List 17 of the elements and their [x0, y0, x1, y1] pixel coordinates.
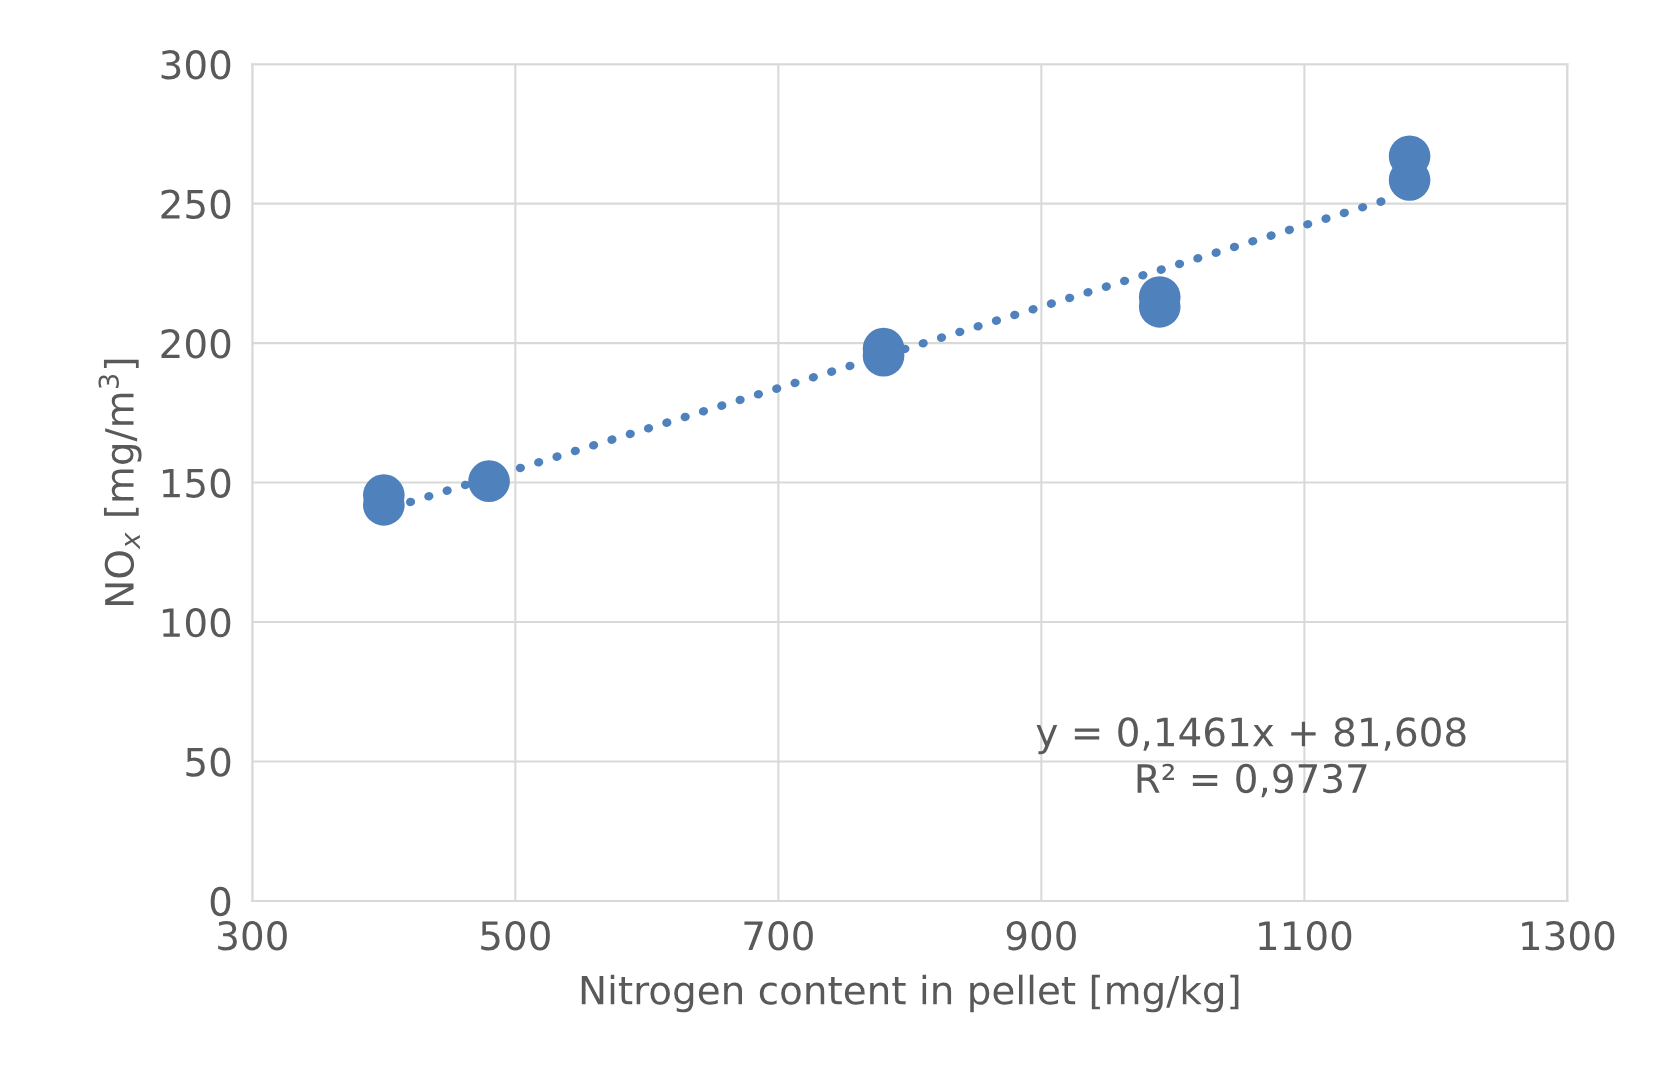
annotation: y = 0,1461x + 81,608 R² = 0,9737 — [1036, 717, 1466, 798]
y-tick-label: 150 — [162, 468, 231, 498]
y-tick-label: 50 — [186, 747, 231, 777]
x-tick-label: 1100 — [1259, 921, 1352, 951]
point — [468, 460, 510, 503]
y-tick-label: 200 — [161, 329, 231, 359]
x-tick-label: 700 — [744, 921, 813, 951]
y-tick-label: 100 — [162, 607, 231, 638]
x-tick-label: 500 — [481, 921, 550, 951]
x-tick-label: 1300 — [1522, 921, 1615, 951]
x-tick-label: 900 — [1006, 921, 1076, 951]
y-axis-title: NO$_{x}$ [mg/m$^{3}$] — [98, 359, 142, 605]
y-tick-label: 0 — [210, 886, 231, 917]
y-tick-label: 300 — [161, 50, 231, 80]
x-tick-label: 300 — [218, 921, 287, 951]
y-tick-label: 250 — [161, 189, 231, 219]
x-axis-title: Nitrogen content in pellet [mg/kg] — [581, 974, 1239, 1013]
